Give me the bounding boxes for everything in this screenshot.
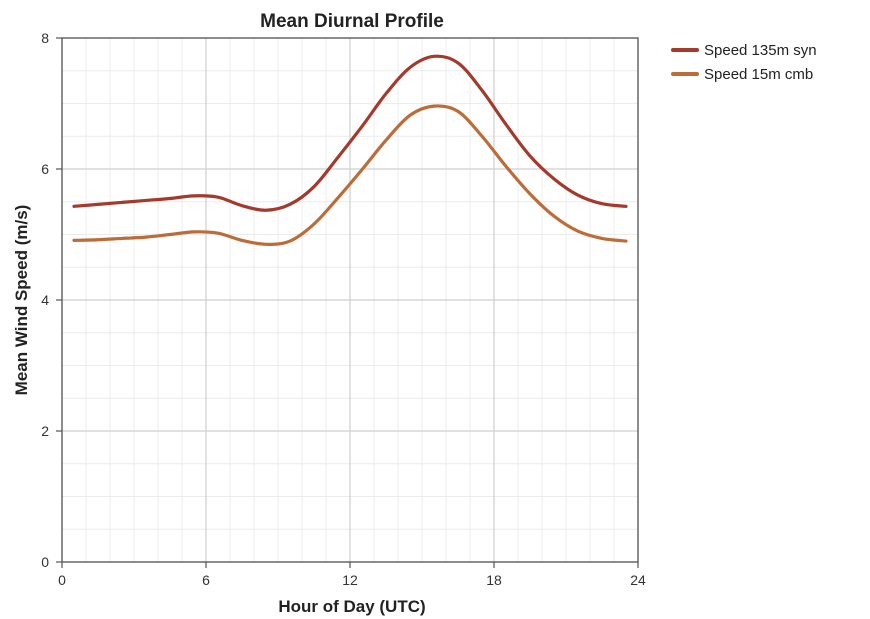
x-tick-label: 0 [58, 572, 66, 588]
y-tick-label: 2 [41, 423, 49, 439]
x-tick-label: 18 [486, 572, 502, 588]
legend-label: Speed 15m cmb [704, 66, 813, 83]
series-lines [72, 54, 628, 246]
x-tick-labels: 0 6 12 18 24 [58, 572, 646, 588]
legend-item-0[interactable]: Speed 135m syn [671, 42, 817, 59]
y-tick-label: 6 [41, 161, 49, 177]
legend: Speed 135m syn Speed 15m cmb [671, 42, 817, 83]
x-tick-label: 12 [342, 572, 358, 588]
legend-item-1[interactable]: Speed 15m cmb [671, 66, 813, 83]
x-tick-label: 24 [630, 572, 646, 588]
y-tick-label: 8 [41, 30, 49, 46]
tick-marks [56, 37, 639, 568]
series-line-0 [72, 54, 628, 212]
y-tick-label: 0 [41, 554, 49, 570]
series-line-1 [72, 104, 628, 246]
y-tick-label: 4 [41, 292, 49, 308]
y-tick-labels: 0 2 4 6 8 [41, 30, 49, 570]
chart-title: Mean Diurnal Profile [260, 11, 444, 32]
y-axis-title: Mean Wind Speed (m/s) [12, 205, 31, 396]
x-axis-title: Hour of Day (UTC) [278, 597, 425, 616]
x-tick-label: 6 [202, 572, 210, 588]
legend-label: Speed 135m syn [704, 42, 817, 59]
